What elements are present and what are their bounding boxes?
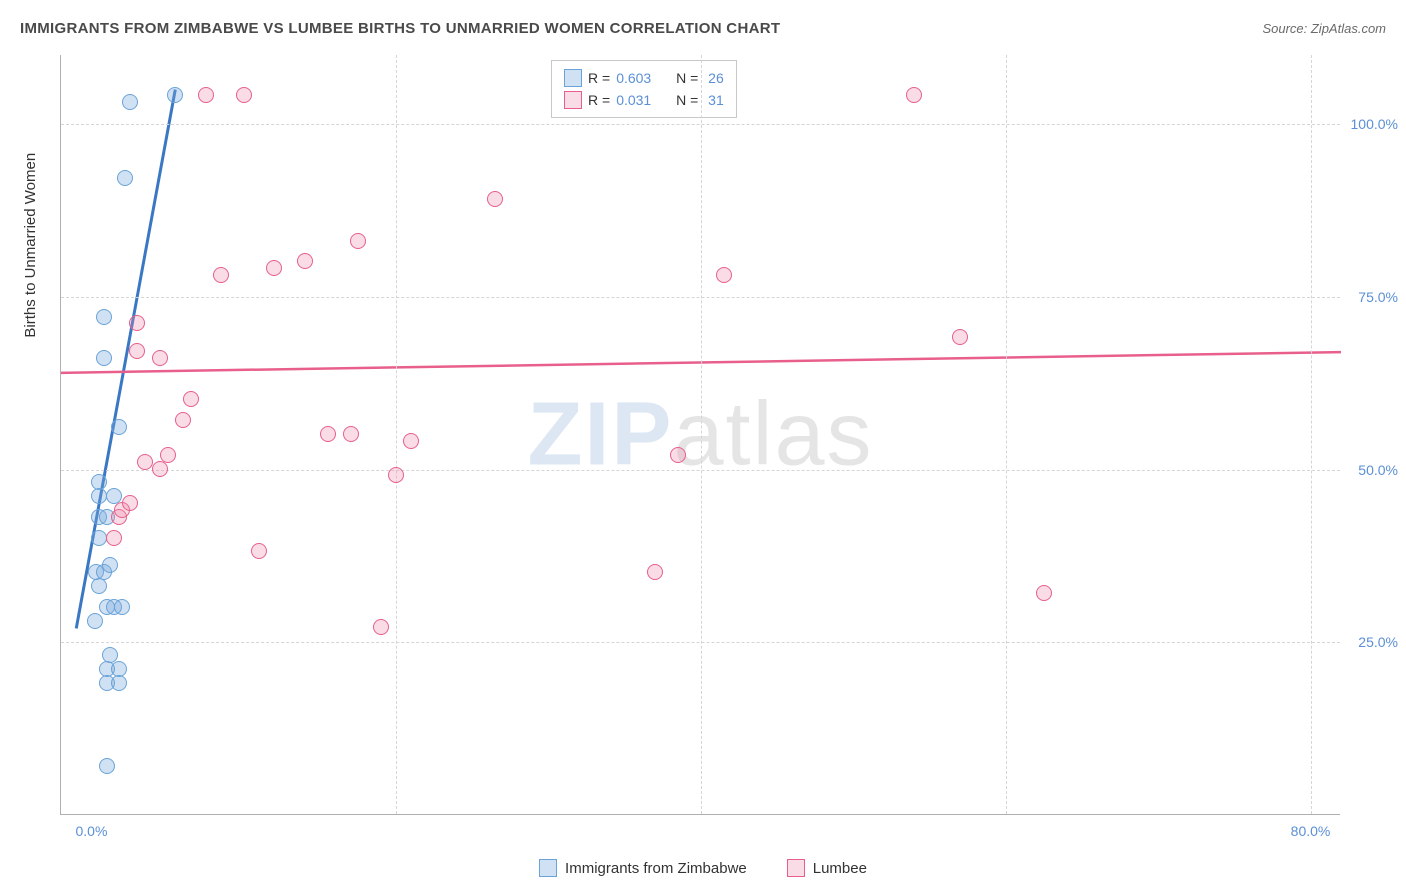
data-point	[183, 391, 199, 407]
legend-item-zimbabwe: Immigrants from Zimbabwe	[539, 859, 747, 877]
gridline-v	[1311, 55, 1312, 814]
x-tick-label: 0.0%	[76, 823, 108, 839]
gridline-v	[1006, 55, 1007, 814]
stats-n-label: N =	[672, 92, 698, 108]
data-point	[122, 495, 138, 511]
data-point	[266, 260, 282, 276]
stats-legend-row: R = 0.031 N = 31	[564, 89, 724, 111]
data-point	[122, 94, 138, 110]
data-point	[175, 412, 191, 428]
data-point	[236, 87, 252, 103]
stats-n-value: 31	[704, 92, 723, 108]
data-point	[487, 191, 503, 207]
y-tick-label: 100.0%	[1351, 116, 1398, 132]
data-point	[213, 267, 229, 283]
data-point	[152, 350, 168, 366]
chart-title: IMMIGRANTS FROM ZIMBABWE VS LUMBEE BIRTH…	[20, 20, 780, 37]
data-point	[96, 350, 112, 366]
x-tick-label: 80.0%	[1291, 823, 1331, 839]
data-point	[670, 447, 686, 463]
data-point	[117, 170, 133, 186]
legend-swatch-lumbee	[787, 859, 805, 877]
data-point	[91, 488, 107, 504]
data-point	[647, 564, 663, 580]
stats-swatch	[564, 69, 582, 87]
legend-item-lumbee: Lumbee	[787, 859, 867, 877]
data-point	[343, 426, 359, 442]
data-point	[129, 315, 145, 331]
data-point	[297, 253, 313, 269]
chart-header: IMMIGRANTS FROM ZIMBABWE VS LUMBEE BIRTH…	[20, 20, 1386, 37]
stats-legend-box: R = 0.603 N = 26 R = 0.031 N = 31	[551, 60, 737, 118]
stats-r-label: R =	[588, 92, 610, 108]
data-point	[716, 267, 732, 283]
data-point	[320, 426, 336, 442]
data-point	[167, 87, 183, 103]
stats-n-value: 26	[704, 70, 723, 86]
plot-area: ZIPatlas R =0.603 N = 26R =0.031 N = 31 …	[60, 55, 1340, 815]
y-axis-title: Births to Unmarried Women	[22, 153, 39, 338]
data-point	[111, 419, 127, 435]
legend-swatch-zimbabwe	[539, 859, 557, 877]
gridline-v	[701, 55, 702, 814]
stats-r-value: 0.603	[616, 70, 666, 86]
data-point	[111, 661, 127, 677]
data-point	[91, 530, 107, 546]
data-point	[350, 233, 366, 249]
data-point	[114, 599, 130, 615]
data-point	[91, 578, 107, 594]
stats-swatch	[564, 91, 582, 109]
data-point	[403, 433, 419, 449]
data-point	[102, 647, 118, 663]
source-attribution: Source: ZipAtlas.com	[1262, 21, 1386, 36]
data-point	[373, 619, 389, 635]
gridline-v	[396, 55, 397, 814]
data-point	[137, 454, 153, 470]
y-tick-label: 75.0%	[1358, 289, 1398, 305]
data-point	[99, 758, 115, 774]
stats-r-value: 0.031	[616, 92, 666, 108]
stats-legend-row: R = 0.603 N = 26	[564, 67, 724, 89]
data-point	[1036, 585, 1052, 601]
data-point	[96, 309, 112, 325]
data-point	[152, 461, 168, 477]
data-point	[129, 343, 145, 359]
data-point	[102, 557, 118, 573]
legend-label-zimbabwe: Immigrants from Zimbabwe	[565, 860, 747, 877]
y-tick-label: 25.0%	[1358, 634, 1398, 650]
data-point	[952, 329, 968, 345]
legend-label-lumbee: Lumbee	[813, 860, 867, 877]
stats-n-label: N =	[672, 70, 698, 86]
data-point	[160, 447, 176, 463]
data-point	[111, 675, 127, 691]
data-point	[87, 613, 103, 629]
data-point	[198, 87, 214, 103]
data-point	[388, 467, 404, 483]
y-tick-label: 50.0%	[1358, 462, 1398, 478]
data-point	[906, 87, 922, 103]
stats-r-label: R =	[588, 70, 610, 86]
data-point	[106, 530, 122, 546]
data-point	[91, 474, 107, 490]
series-legend: Immigrants from Zimbabwe Lumbee	[0, 859, 1406, 877]
data-point	[251, 543, 267, 559]
